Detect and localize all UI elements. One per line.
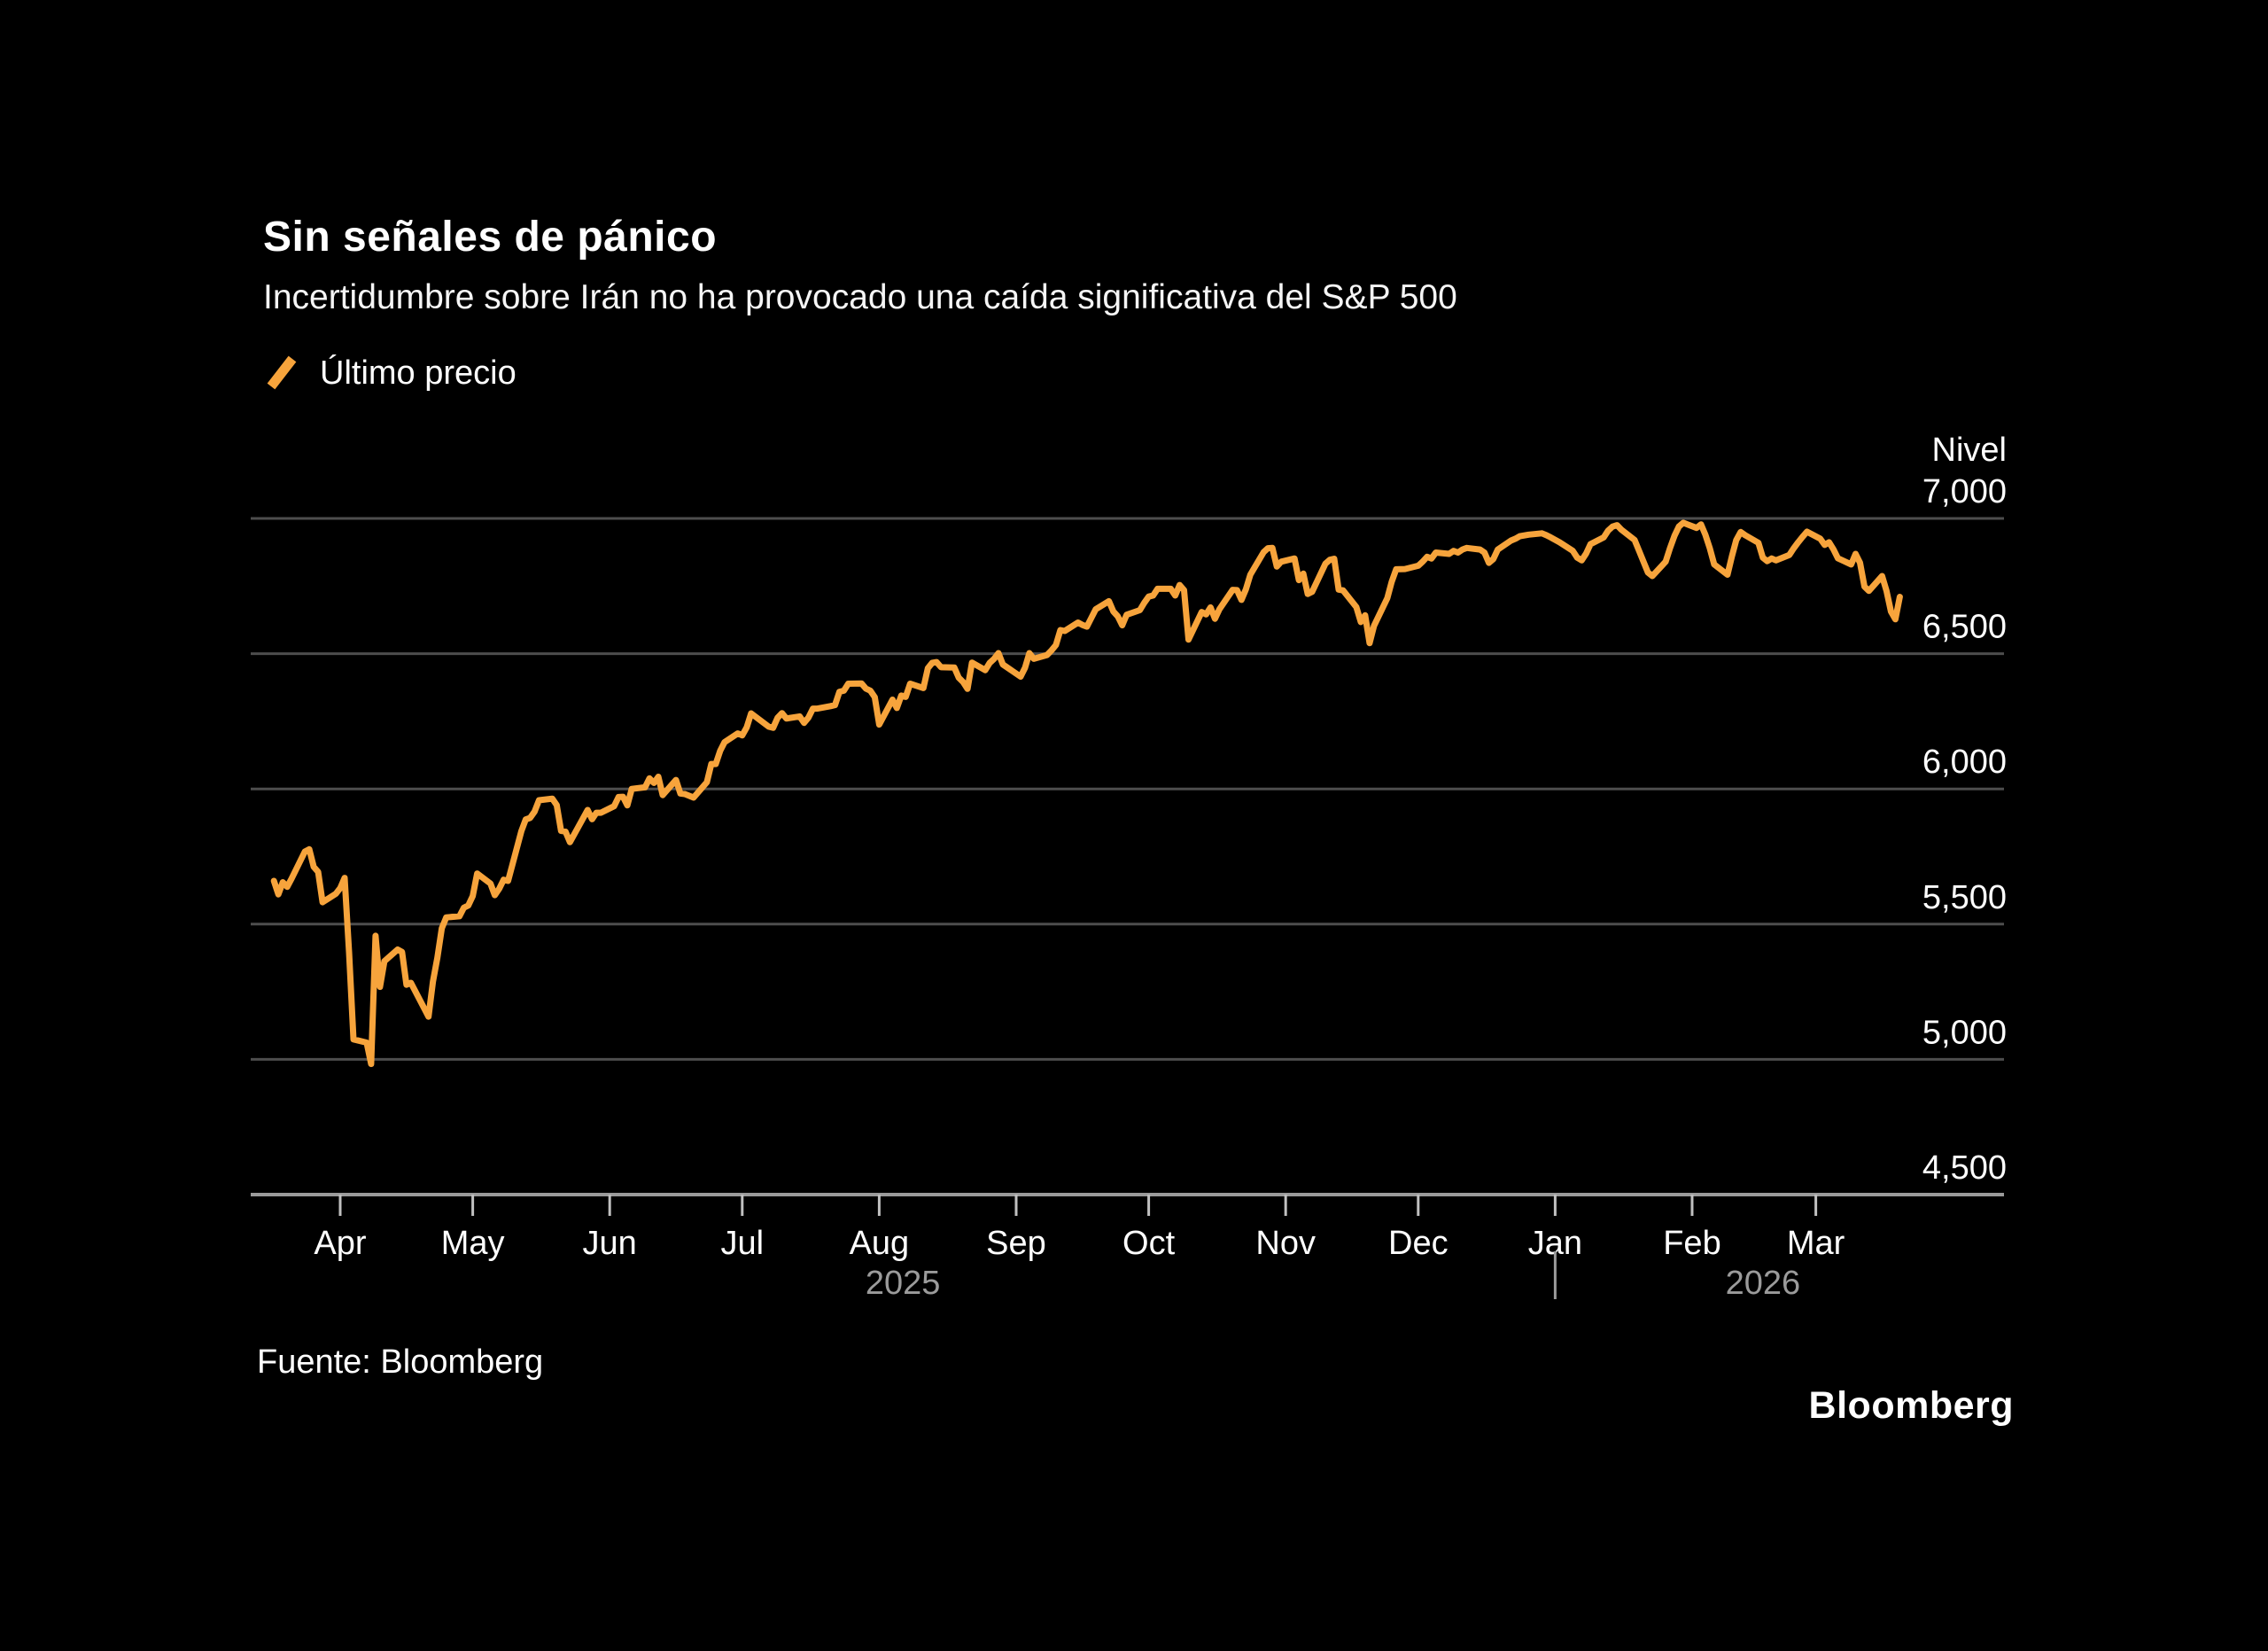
x-axis-label-nov: Nov — [1255, 1225, 1316, 1262]
price-line — [270, 519, 1903, 1068]
legend-slash-icon — [267, 355, 297, 390]
year-label-2026: 2026 — [1726, 1265, 1801, 1302]
x-axis-label-sep: Sep — [986, 1225, 1046, 1262]
legend-label: Último precio — [320, 354, 517, 392]
chart-title: Sin señales de pánico — [263, 214, 718, 261]
x-axis-label-aug: Aug — [850, 1225, 910, 1262]
x-axis-label-apr: Apr — [314, 1225, 366, 1262]
x-axis-label-jul: Jul — [721, 1225, 765, 1262]
y-axis-label-6000: 6,000 — [1922, 744, 2007, 781]
year-label-2025: 2025 — [866, 1265, 941, 1302]
x-axis-label-may: May — [441, 1225, 505, 1262]
y-axis-label-5500: 5,500 — [1922, 879, 2007, 916]
y-axis-label-6500: 6,500 — [1922, 609, 2007, 646]
x-axis-label-jun: Jun — [583, 1225, 637, 1262]
x-axis-label-oct: Oct — [1122, 1225, 1176, 1262]
source-note: Fuente: Bloomberg — [257, 1343, 544, 1381]
x-axis-label-mar: Mar — [1787, 1225, 1845, 1262]
y-axis-title: Nivel — [1932, 432, 2007, 469]
legend: Último precio — [263, 353, 517, 393]
x-axis-label-feb: Feb — [1663, 1225, 1720, 1262]
y-axis-label-5000: 5,000 — [1922, 1014, 2007, 1051]
x-axis-label-dec: Dec — [1388, 1225, 1449, 1262]
y-axis-label-4500: 4,500 — [1922, 1149, 2007, 1187]
y-axis-label-7000: 7,000 — [1922, 473, 2007, 510]
chart-subtitle: Incertidumbre sobre Irán no ha provocado… — [263, 278, 1457, 316]
bloomberg-wordmark: Bloomberg — [1808, 1384, 2014, 1427]
